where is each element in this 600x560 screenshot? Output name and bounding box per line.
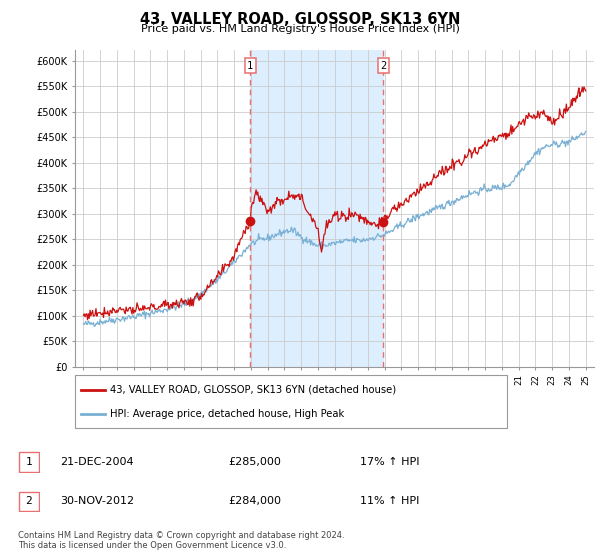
Text: 11% ↑ HPI: 11% ↑ HPI (360, 496, 419, 506)
Text: 1: 1 (25, 457, 32, 467)
Text: £284,000: £284,000 (228, 496, 281, 506)
Text: Contains HM Land Registry data © Crown copyright and database right 2024.
This d: Contains HM Land Registry data © Crown c… (18, 530, 344, 550)
FancyBboxPatch shape (75, 375, 507, 428)
Text: 17% ↑ HPI: 17% ↑ HPI (360, 457, 419, 467)
Text: 43, VALLEY ROAD, GLOSSOP, SK13 6YN: 43, VALLEY ROAD, GLOSSOP, SK13 6YN (140, 12, 460, 27)
Text: 21-DEC-2004: 21-DEC-2004 (60, 457, 134, 467)
FancyBboxPatch shape (19, 452, 38, 472)
Text: £285,000: £285,000 (228, 457, 281, 467)
Text: 2: 2 (25, 496, 32, 506)
Text: 2: 2 (380, 60, 386, 71)
Text: Price paid vs. HM Land Registry's House Price Index (HPI): Price paid vs. HM Land Registry's House … (140, 24, 460, 34)
Text: 1: 1 (247, 60, 253, 71)
Text: 30-NOV-2012: 30-NOV-2012 (60, 496, 134, 506)
FancyBboxPatch shape (19, 492, 38, 511)
Text: 43, VALLEY ROAD, GLOSSOP, SK13 6YN (detached house): 43, VALLEY ROAD, GLOSSOP, SK13 6YN (deta… (110, 385, 395, 395)
Bar (250, 50, 383, 367)
Text: HPI: Average price, detached house, High Peak: HPI: Average price, detached house, High… (110, 409, 344, 419)
